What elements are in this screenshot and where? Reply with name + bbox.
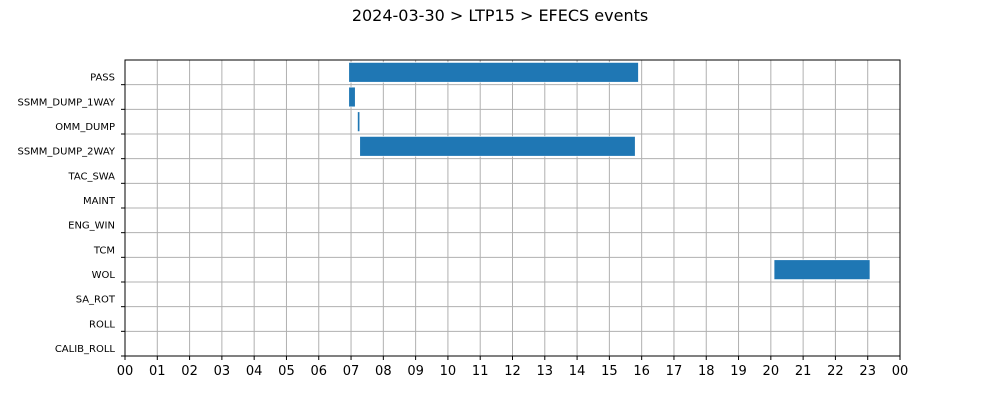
chart-title: 2024-03-30 > LTP15 > EFECS events [351, 6, 649, 25]
x-tick-label: 11 [472, 364, 489, 379]
event-bar-ssmm-dump-1way [348, 86, 356, 108]
x-tick-label: 00 [892, 364, 909, 379]
x-tick-label: 08 [375, 364, 392, 379]
x-axis: 00 01 02 03 04 05 06 07 08 09 10 11 12 13 14 15 16 17 18 19… [117, 356, 909, 379]
x-tick-label: 13 [537, 364, 554, 379]
x-tick-label: 17 [666, 364, 683, 379]
x-tick-label: 09 [407, 364, 424, 379]
y-tick-label: SSMM_DUMP_2WAY [17, 147, 115, 158]
event-bar-omm-dump [357, 111, 361, 132]
x-tick-label: 21 [795, 364, 812, 379]
y-tick-label: CALIB_ROLL [55, 344, 116, 355]
y-tick-label: TCM [93, 245, 115, 256]
event-bar-pass [348, 62, 639, 83]
x-tick-label: 19 [730, 364, 747, 379]
x-tick-label: 16 [633, 364, 650, 379]
grid-layer [124, 60, 901, 357]
y-tick-label: WOL [92, 270, 116, 281]
x-tick-label: 07 [343, 364, 360, 379]
x-tick-label: 02 [181, 364, 198, 379]
x-tick-label: 20 [763, 364, 780, 379]
x-tick-label: 23 [859, 364, 876, 379]
x-tick-label: 03 [214, 364, 231, 379]
x-tick-label: 18 [698, 364, 715, 379]
x-tick-label: 22 [827, 364, 844, 379]
y-tick-label: ROLL [89, 319, 115, 330]
x-tick-label: 01 [149, 364, 166, 379]
event-bar-wol [773, 259, 871, 280]
bar-layer [348, 62, 871, 280]
y-tick-label: TAC_SWA [67, 171, 115, 182]
y-tick-label: ENG_WIN [68, 221, 115, 232]
y-tick-label: SA_ROT [76, 295, 116, 306]
x-tick-label: 00 [117, 364, 134, 379]
y-tick-label: OMM_DUMP [55, 122, 115, 133]
event-bar-ssmm-dump-2way [359, 136, 636, 157]
x-tick-label: 06 [310, 364, 327, 379]
x-tick-label: 10 [440, 364, 457, 379]
y-tick-label: PASS [90, 73, 115, 84]
x-tick-label: 05 [278, 364, 295, 379]
x-tick-label: 12 [504, 364, 521, 379]
x-tick-label: 15 [601, 364, 618, 379]
y-axis: PASS SSMM_DUMP_1WAY OMM_DUMP SSMM_DUMP_2WAY… [17, 73, 125, 357]
y-tick-label: SSMM_DUMP_1WAY [17, 97, 115, 108]
x-tick-label: 14 [569, 364, 586, 379]
y-tick-label: MAINT [83, 196, 116, 207]
x-tick-label: 04 [246, 364, 263, 379]
